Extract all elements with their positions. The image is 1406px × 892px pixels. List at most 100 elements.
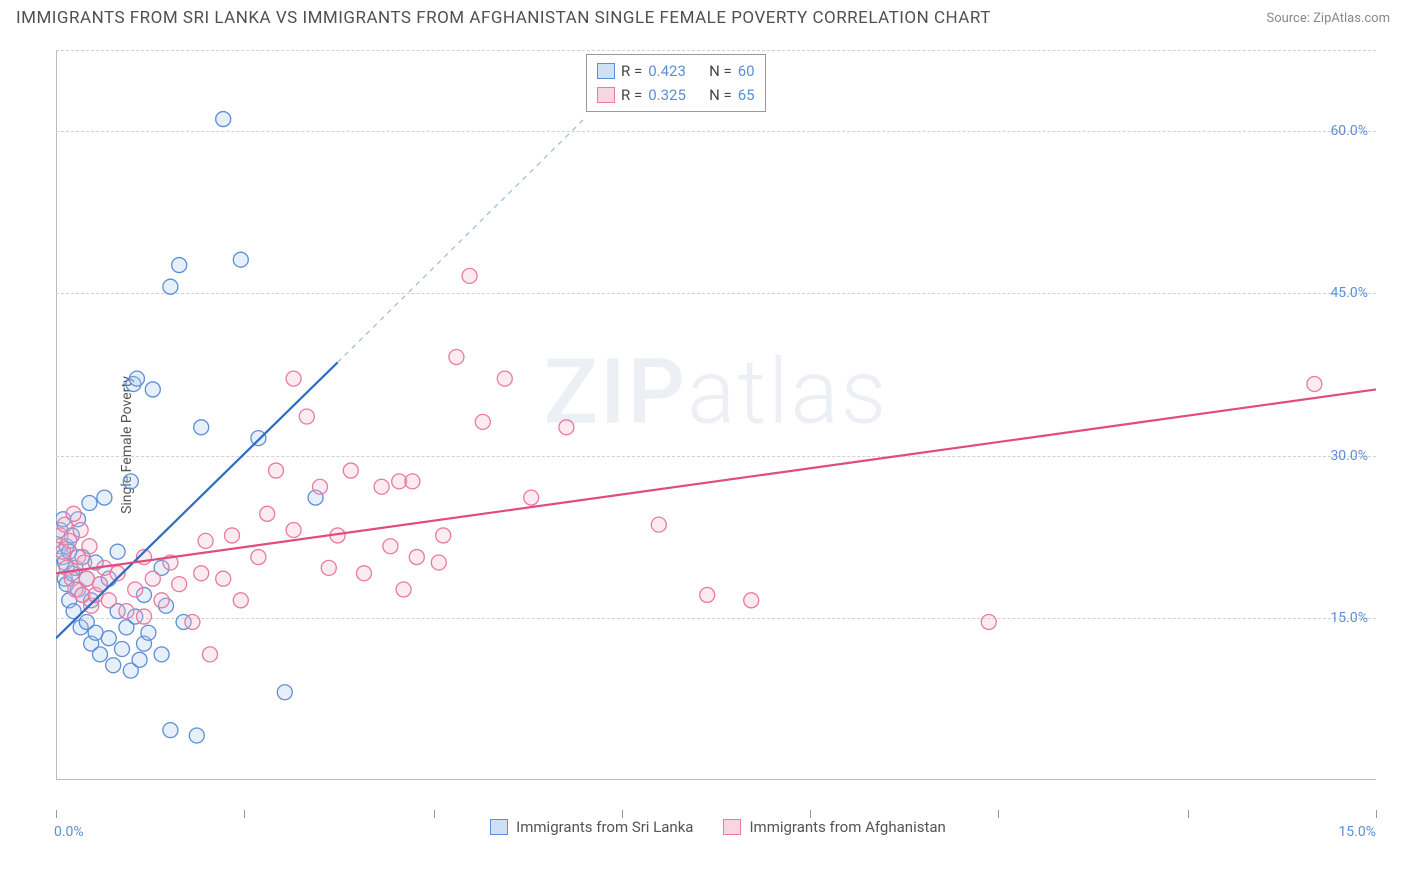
data-point (216, 112, 231, 127)
data-point (409, 550, 424, 565)
data-point (744, 593, 759, 608)
data-point (172, 258, 187, 273)
trend-line-extension (338, 119, 584, 362)
data-point (383, 539, 398, 554)
data-point (321, 560, 336, 575)
data-point (73, 523, 88, 538)
data-point (93, 647, 108, 662)
data-point (141, 625, 156, 640)
data-point (559, 420, 574, 435)
x-tick (434, 810, 435, 818)
data-point (132, 652, 147, 667)
legend-swatch (597, 63, 615, 79)
data-point (137, 609, 152, 624)
data-point (374, 479, 389, 494)
data-point (462, 268, 477, 283)
data-point (82, 539, 97, 554)
data-point (286, 371, 301, 386)
x-tick (1376, 810, 1377, 818)
x-tick (810, 810, 811, 818)
data-point (189, 728, 204, 743)
scatter-svg (56, 50, 1376, 810)
data-point (163, 279, 178, 294)
data-point (524, 490, 539, 505)
data-point (185, 614, 200, 629)
data-point (260, 506, 275, 521)
data-point (225, 528, 240, 543)
chart-title: IMMIGRANTS FROM SRI LANKA VS IMMIGRANTS … (16, 8, 991, 28)
data-point (436, 528, 451, 543)
data-point (497, 371, 512, 386)
legend-n-label: N = (709, 86, 732, 104)
data-point (145, 571, 160, 586)
legend-series-label: Immigrants from Afghanistan (749, 818, 945, 836)
data-point (194, 420, 209, 435)
data-point (198, 533, 213, 548)
data-point (128, 582, 143, 597)
data-point (110, 544, 125, 559)
legend-stats: R = 0.423 N = 60 R = 0.325 N = 65 (586, 54, 766, 112)
data-point (101, 593, 116, 608)
legend-n-value: 60 (738, 62, 755, 80)
data-point (172, 577, 187, 592)
legend-series-item: Immigrants from Sri Lanka (490, 818, 693, 836)
data-point (475, 414, 490, 429)
data-point (233, 593, 248, 608)
data-point (216, 571, 231, 586)
data-point (313, 479, 328, 494)
x-tick (998, 810, 999, 818)
chart-header: IMMIGRANTS FROM SRI LANKA VS IMMIGRANTS … (0, 0, 1406, 32)
chart-source: Source: ZipAtlas.com (1266, 11, 1390, 26)
data-point (66, 506, 81, 521)
legend-swatch (723, 819, 741, 835)
legend-r-value: 0.423 (648, 62, 686, 80)
x-tick (56, 810, 57, 818)
data-point (97, 490, 112, 505)
data-point (700, 587, 715, 602)
data-point (106, 658, 121, 673)
data-point (286, 523, 301, 538)
legend-stats-row: R = 0.423 N = 60 (597, 59, 755, 83)
data-point (251, 550, 266, 565)
data-point (981, 614, 996, 629)
data-point (194, 566, 209, 581)
data-point (154, 647, 169, 662)
data-point (82, 496, 97, 511)
data-point (233, 252, 248, 267)
data-point (1307, 377, 1322, 392)
data-point (101, 631, 116, 646)
data-point (62, 533, 77, 548)
x-tick (1188, 810, 1189, 818)
data-point (269, 463, 284, 478)
legend-r-label: R = (621, 86, 642, 104)
data-point (449, 350, 464, 365)
data-point (251, 431, 266, 446)
legend-r-value: 0.325 (648, 86, 686, 104)
x-tick (244, 810, 245, 818)
data-point (163, 723, 178, 738)
legend-series-item: Immigrants from Afghanistan (723, 818, 945, 836)
x-axis (56, 810, 1376, 818)
legend-swatch (490, 819, 508, 835)
data-point (299, 409, 314, 424)
data-point (405, 474, 420, 489)
data-point (431, 555, 446, 570)
legend-series: Immigrants from Sri Lanka Immigrants fro… (48, 818, 1388, 836)
legend-series-label: Immigrants from Sri Lanka (516, 818, 693, 836)
data-point (123, 474, 138, 489)
legend-n-value: 65 (738, 86, 755, 104)
data-point (651, 517, 666, 532)
data-point (145, 382, 160, 397)
data-point (396, 582, 411, 597)
legend-r-label: R = (621, 62, 642, 80)
data-point (203, 647, 218, 662)
trend-line (56, 389, 1376, 573)
legend-n-label: N = (709, 62, 732, 80)
data-point (357, 566, 372, 581)
data-point (277, 685, 292, 700)
data-point (343, 463, 358, 478)
data-point (129, 371, 144, 386)
chart-container: Single Female Poverty 15.0%30.0%45.0%60.… (48, 50, 1388, 840)
legend-swatch (597, 87, 615, 103)
data-point (119, 604, 134, 619)
